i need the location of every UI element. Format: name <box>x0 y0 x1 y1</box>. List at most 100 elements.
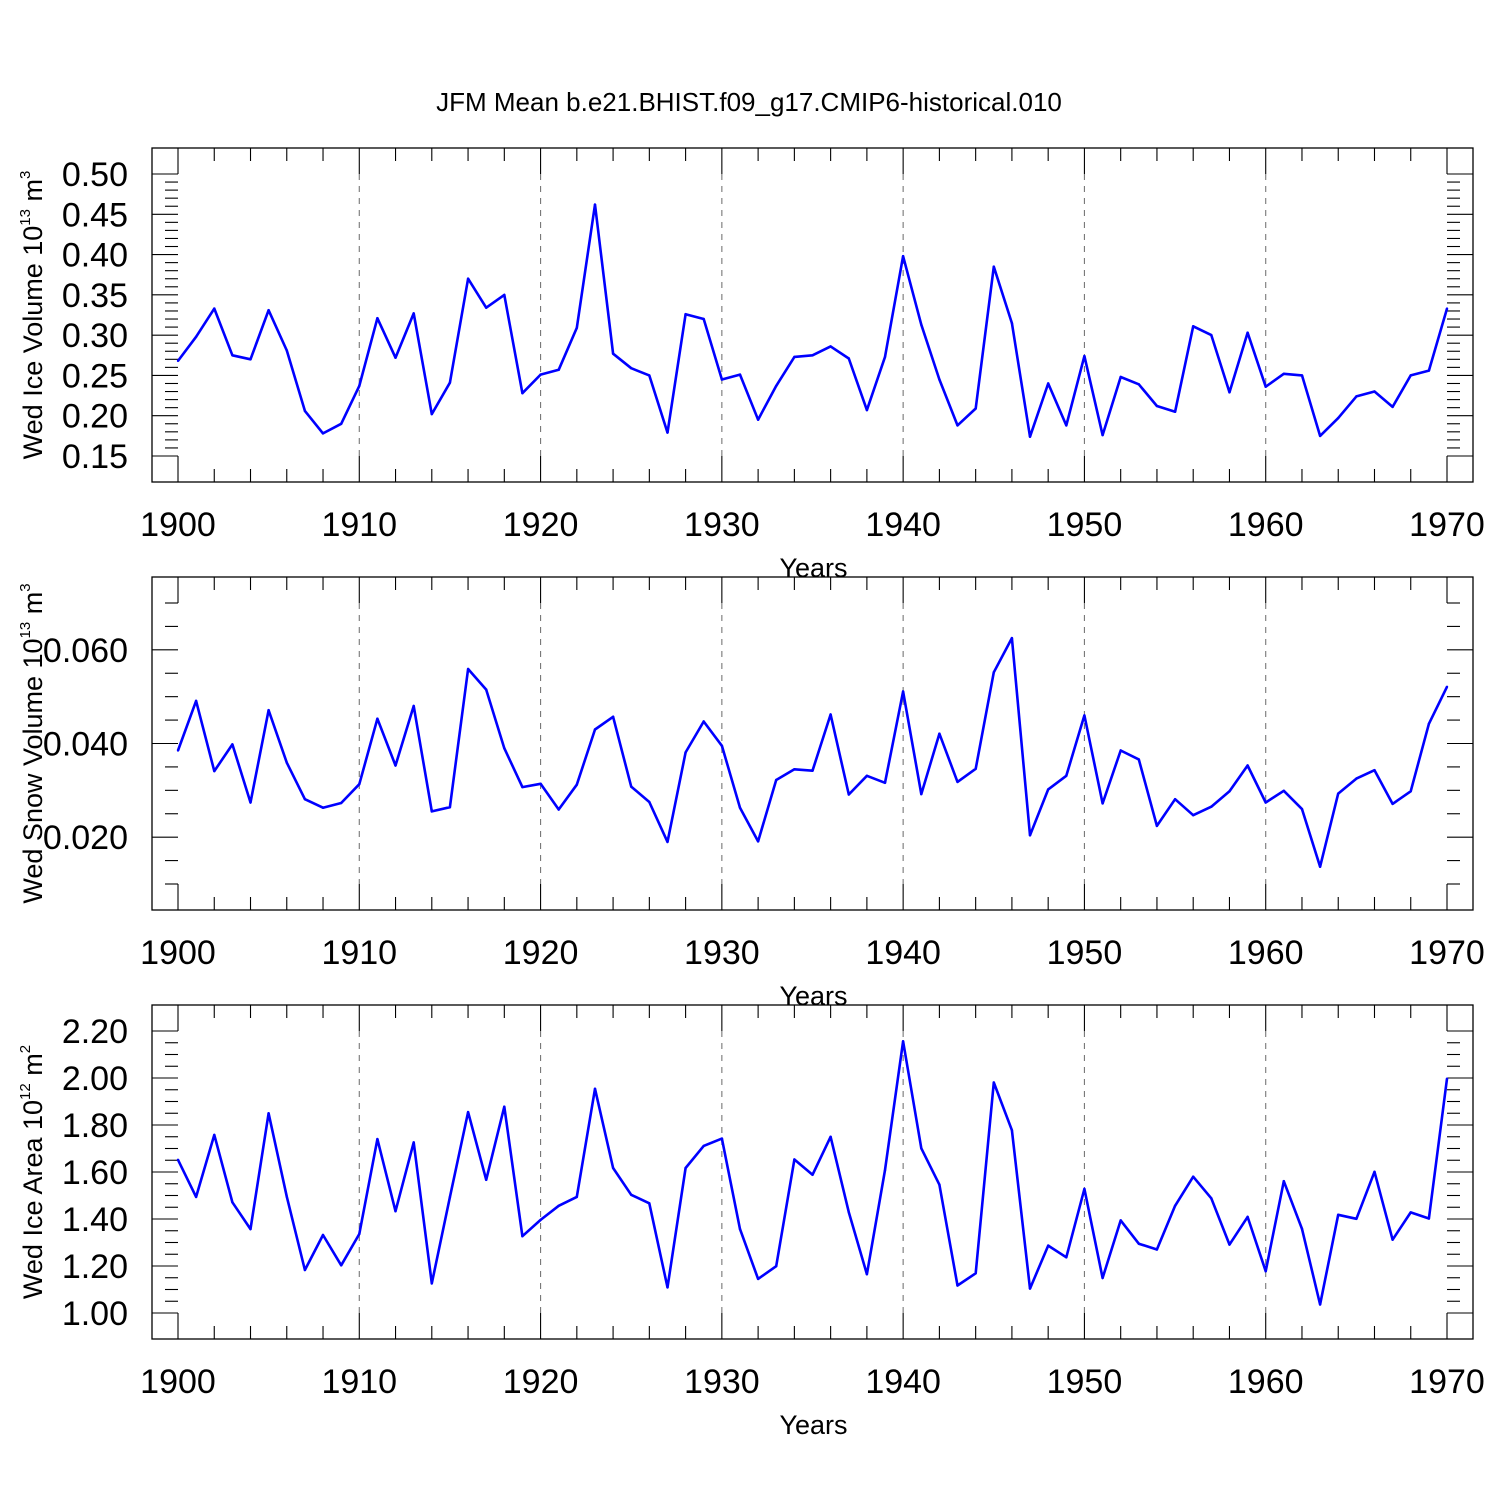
data-point <box>1373 769 1376 772</box>
data-point <box>738 806 742 809</box>
data-point <box>1028 834 1032 837</box>
data-point <box>1391 405 1394 409</box>
data-point <box>883 1168 887 1172</box>
data-point <box>793 355 796 359</box>
data-point <box>811 1173 814 1177</box>
data-point <box>321 806 325 809</box>
data-point <box>775 778 778 782</box>
data-point <box>901 690 905 693</box>
data-point <box>1119 1219 1122 1222</box>
data-point <box>720 1137 724 1140</box>
data-point <box>756 1277 760 1281</box>
data-point <box>412 704 415 708</box>
data-point <box>756 840 760 843</box>
data-point <box>1373 390 1376 393</box>
data-point <box>358 1232 361 1236</box>
data-point <box>1337 792 1340 795</box>
x-tick-label: 1940 <box>865 934 941 972</box>
data-point <box>611 715 615 718</box>
data-point <box>249 801 252 804</box>
data-point <box>376 717 379 720</box>
data-point <box>1373 1170 1376 1174</box>
data-point <box>485 688 488 691</box>
data-point <box>1409 374 1412 377</box>
data-point <box>1155 1248 1159 1251</box>
data-point <box>865 408 869 412</box>
data-point <box>539 373 542 376</box>
x-tick-label: 1930 <box>684 1363 760 1401</box>
data-point <box>1192 814 1195 817</box>
data-point <box>249 1227 252 1231</box>
data-point <box>1010 636 1014 640</box>
data-point <box>249 358 252 361</box>
x-tick-label: 1950 <box>1047 1363 1123 1401</box>
data-point <box>1119 749 1122 752</box>
x-tick-label: 1960 <box>1228 506 1304 544</box>
data-point <box>194 1195 198 1199</box>
x-tick-label: 1940 <box>865 506 941 544</box>
y-axis-label-unit-exponent: 3 <box>17 171 34 179</box>
data-point <box>430 810 433 813</box>
data-point <box>1409 790 1412 793</box>
data-point <box>974 767 977 770</box>
data-point <box>992 671 995 674</box>
data-point <box>466 1110 470 1114</box>
data-point <box>303 798 307 801</box>
data-point <box>394 764 397 767</box>
data-point <box>702 1144 705 1148</box>
y-tick-label: 0.30 <box>62 317 128 355</box>
data-point <box>1101 1276 1104 1280</box>
data-point <box>267 709 270 712</box>
data-point <box>738 373 742 376</box>
data-point <box>684 751 687 754</box>
data-point <box>666 840 669 844</box>
data-point <box>194 335 198 338</box>
x-tick-label: 1970 <box>1409 1363 1485 1401</box>
y-tick-label: 0.25 <box>62 357 128 395</box>
data-point <box>321 432 325 435</box>
data-point <box>738 1227 742 1231</box>
data-point <box>412 312 415 315</box>
data-point <box>1228 391 1231 394</box>
data-point <box>956 780 959 784</box>
y-tick-label: 1.80 <box>62 1107 128 1145</box>
data-point <box>412 1141 415 1144</box>
data-point <box>793 768 796 771</box>
data-point <box>231 354 234 357</box>
data-point <box>956 424 959 427</box>
data-point <box>1318 865 1322 868</box>
data-point <box>611 352 615 355</box>
x-tick-label: 1970 <box>1409 934 1485 972</box>
y-tick-label: 1.00 <box>62 1295 128 1333</box>
data-point <box>213 307 216 310</box>
data-point <box>1300 374 1304 377</box>
data-point <box>213 769 216 773</box>
y-axis-label-unit-exponent: 2 <box>17 1045 34 1053</box>
y-tick-label: 0.35 <box>62 277 128 315</box>
data-point <box>1409 1211 1412 1214</box>
data-point <box>466 667 470 671</box>
panel-frame <box>151 147 1474 483</box>
data-point <box>285 1195 288 1198</box>
y-axis-label: Wed Snow Volume 1013 m3 <box>17 583 48 903</box>
x-tick-label: 1920 <box>503 934 579 972</box>
data-point <box>1355 1217 1358 1221</box>
data-point <box>1065 1256 1068 1259</box>
y-axis-label-exponent: 13 <box>17 209 34 226</box>
data-point <box>920 1147 923 1150</box>
data-point <box>557 368 560 371</box>
y-tick-label: 0.20 <box>62 398 128 436</box>
data-point <box>666 1286 669 1289</box>
data-point <box>847 1211 850 1214</box>
data-point <box>1445 307 1449 310</box>
data-point <box>231 1201 234 1204</box>
data-point <box>775 384 778 388</box>
data-point <box>720 744 724 747</box>
data-point <box>1210 1197 1213 1200</box>
data-point <box>1337 1213 1340 1217</box>
data-point <box>1210 333 1213 337</box>
data-point <box>1246 764 1249 767</box>
data-point <box>1300 807 1304 811</box>
data-point <box>702 720 705 723</box>
data-point <box>811 769 814 772</box>
